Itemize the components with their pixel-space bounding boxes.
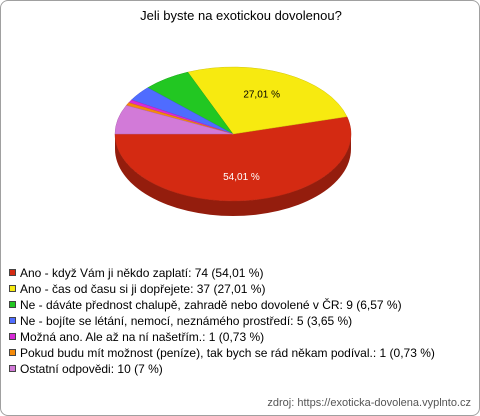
pie-slice xyxy=(114,105,234,135)
legend-label: Ostatní odpovědi: 10 (7 %) xyxy=(20,362,163,376)
data-label: 27,01 % xyxy=(243,90,280,101)
legend-swatch xyxy=(9,317,16,324)
legend-label: Ano - když Vám ji někdo zaplatí: 74 (54,… xyxy=(20,266,264,280)
legend-swatch xyxy=(9,285,16,292)
legend-entry: Ne - dáváte přednost chalupě, zahradě ne… xyxy=(9,297,475,313)
legend-label: Ne - bojíte se létání, nemocí, neznámého… xyxy=(20,314,353,328)
slice-side xyxy=(115,134,351,216)
legend-entry: Ostatní odpovědi: 10 (7 %) xyxy=(9,361,475,377)
legend-label: Možná ano. Ale až na ní našetřím.: 1 (0,… xyxy=(20,330,265,344)
source: zdroj: https://exoticka-dovolena.vyplnto… xyxy=(267,397,471,409)
legend-entry: Pokud budu mít možnost (peníze), tak byc… xyxy=(9,345,475,361)
legend-entry: Ne - bojíte se létání, nemocí, neznámého… xyxy=(9,313,475,329)
legend-swatch xyxy=(9,365,16,372)
legend-swatch xyxy=(9,269,16,276)
pie-slice xyxy=(187,66,348,135)
chart-title: Jeli byste na exotickou dovolenou? xyxy=(140,8,342,23)
legend-label: Ne - dáváte přednost chalupě, zahradě ne… xyxy=(20,298,402,312)
legend-swatch xyxy=(9,349,16,356)
pie-slice xyxy=(114,116,352,202)
legend-entry: Ano - čas od času si ji dopřejete: 37 (2… xyxy=(9,281,475,297)
legend-label: Ano - čas od času si ji dopřejete: 37 (2… xyxy=(20,282,266,296)
legend-entry: Možná ano. Ale až na ní našetřím.: 1 (0,… xyxy=(9,329,475,345)
legend: Ano - když Vám ji někdo zaplatí: 74 (54,… xyxy=(9,265,475,377)
legend-swatch xyxy=(9,301,16,308)
legend-label: Pokud budu mít možnost (peníze), tak byc… xyxy=(20,346,435,360)
legend-swatch xyxy=(9,333,16,340)
data-label: 54,01 % xyxy=(223,172,260,183)
legend-entry: Ano - když Vám ji někdo zaplatí: 74 (54,… xyxy=(9,265,475,281)
